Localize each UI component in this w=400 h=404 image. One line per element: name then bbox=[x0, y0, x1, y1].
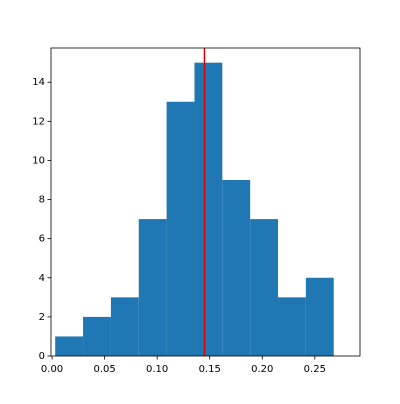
x-tick-label: 0.25 bbox=[304, 364, 326, 375]
y-tick-label: 8 bbox=[39, 195, 45, 206]
y-tick-label: 10 bbox=[32, 155, 45, 166]
y-tick-label: 6 bbox=[39, 234, 45, 245]
y-tick-label: 0 bbox=[39, 351, 45, 362]
y-tick-label: 2 bbox=[39, 312, 45, 323]
bar bbox=[55, 336, 84, 356]
bar bbox=[278, 297, 306, 356]
bar bbox=[83, 316, 111, 356]
x-tick-label: 0.10 bbox=[146, 364, 168, 375]
y-tick-label: 4 bbox=[39, 273, 45, 284]
x-tick-label: 0.15 bbox=[199, 364, 221, 375]
plot-frame bbox=[50, 47, 361, 357]
x-tick-label: 0.20 bbox=[251, 364, 273, 375]
bar bbox=[110, 297, 139, 356]
bar bbox=[166, 101, 195, 357]
x-tick-label: 0.00 bbox=[41, 364, 63, 375]
bar bbox=[250, 219, 279, 356]
y-tick-label: 12 bbox=[32, 116, 45, 127]
bar bbox=[138, 219, 167, 356]
bar bbox=[222, 180, 251, 356]
bar bbox=[305, 277, 334, 356]
x-tick-label: 0.05 bbox=[93, 364, 115, 375]
bar bbox=[194, 62, 223, 357]
y-tick-label: 14 bbox=[32, 77, 45, 88]
